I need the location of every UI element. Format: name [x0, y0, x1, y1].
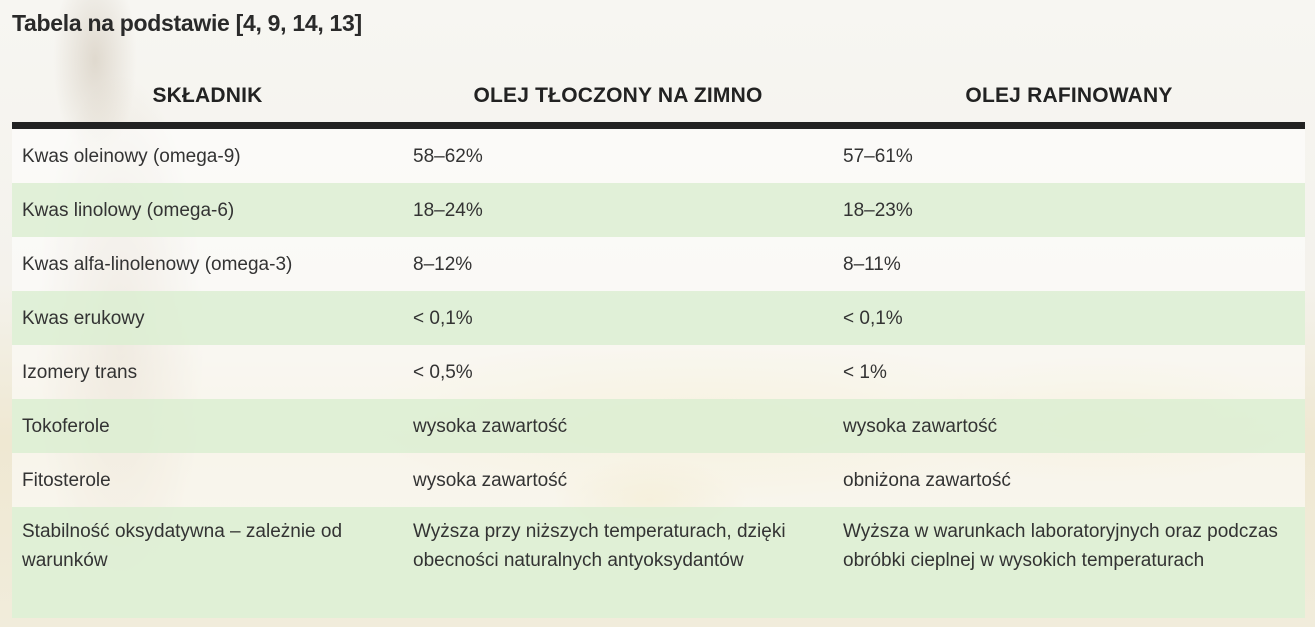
refined-value: Wyższa w warunkach laboratoryjnych oraz … [843, 521, 1278, 571]
row-label: Izomery trans [22, 361, 138, 383]
refined-value: 18–23% [843, 199, 913, 221]
table-row: Fitosterole wysoka zawartość obniżona za… [12, 453, 1305, 507]
table-row: Kwas oleinowy (omega-9) 58–62% 57–61% [12, 129, 1305, 183]
row-label: Kwas linolowy (omega-6) [22, 199, 235, 221]
cold-pressed-value: wysoka zawartość [413, 415, 568, 437]
header-ingredient: SKŁADNIK [152, 84, 263, 107]
header-refined: OLEJ RAFINOWANY [965, 84, 1173, 107]
row-label: Stabilność oksydatywna – zależnie od war… [22, 521, 343, 571]
cold-pressed-value: < 0,5% [413, 361, 473, 383]
header-cold-pressed: OLEJ TŁOCZONY NA ZIMNO [473, 84, 763, 107]
table-header-row: SKŁADNIK OLEJ TŁOCZONY NA ZIMNO OLEJ RAF… [12, 70, 1305, 129]
cold-pressed-value: wysoka zawartość [413, 469, 568, 491]
refined-value: wysoka zawartość [843, 415, 998, 437]
row-label: Tokoferole [22, 415, 110, 437]
row-label: Kwas oleinowy (omega-9) [22, 145, 241, 167]
cold-pressed-value: < 0,1% [413, 307, 473, 329]
refined-value: < 1% [843, 361, 887, 383]
table-row: Kwas alfa-linolenowy (omega-3) 8–12% 8–1… [12, 237, 1305, 291]
table-row: Tokoferole wysoka zawartość wysoka zawar… [12, 399, 1305, 453]
row-label: Kwas alfa-linolenowy (omega-3) [22, 253, 293, 275]
comparison-table: SKŁADNIK OLEJ TŁOCZONY NA ZIMNO OLEJ RAF… [12, 70, 1305, 618]
refined-value: 57–61% [843, 145, 913, 167]
table-row: Izomery trans < 0,5% < 1% [12, 345, 1305, 399]
refined-value: obniżona zawartość [843, 469, 1011, 491]
cold-pressed-value: 18–24% [413, 199, 483, 221]
table-row: Kwas linolowy (omega-6) 18–24% 18–23% [12, 183, 1305, 237]
cold-pressed-value: Wyższa przy niższych temperaturach, dzię… [413, 521, 786, 571]
page-title: Tabela na podstawie [4, 9, 14, 13] [12, 10, 362, 36]
refined-value: 8–11% [843, 253, 901, 275]
cold-pressed-value: 8–12% [413, 253, 473, 275]
refined-value: < 0,1% [843, 307, 903, 329]
table-row: Kwas erukowy < 0,1% < 0,1% [12, 291, 1305, 345]
table-row: Stabilność oksydatywna – zależnie od war… [12, 507, 1305, 618]
row-label: Kwas erukowy [22, 307, 145, 329]
row-label: Fitosterole [22, 469, 111, 491]
cold-pressed-value: 58–62% [413, 145, 483, 167]
